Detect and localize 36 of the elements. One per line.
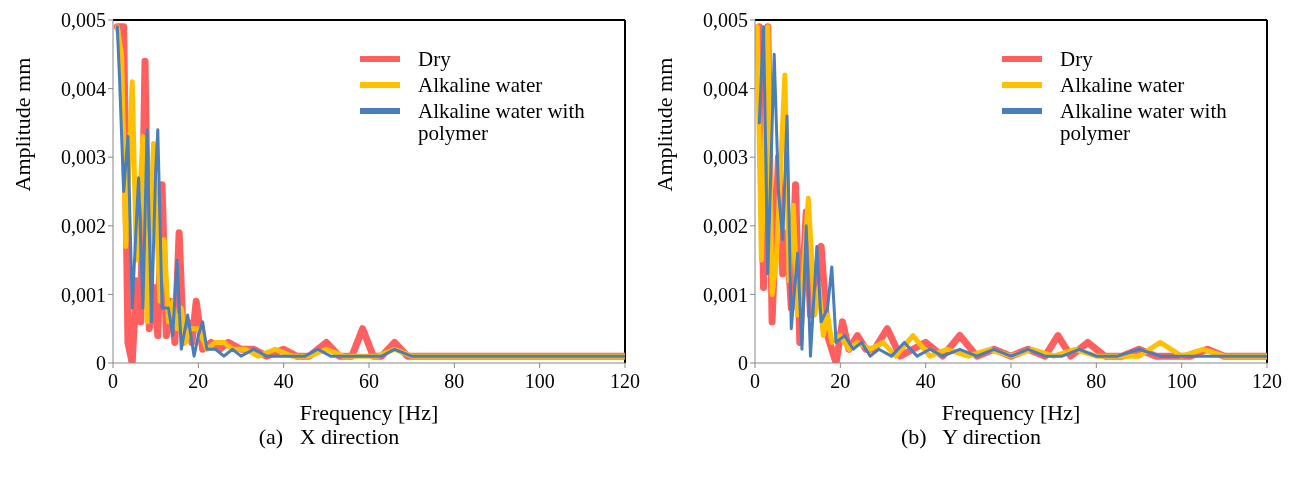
y-tick-label: 0,002 (61, 214, 106, 237)
y-tick-label: 0,005 (61, 9, 106, 32)
y-tick-label: 0,004 (703, 77, 748, 100)
y-tick-label: 0,001 (703, 283, 748, 306)
legend-label: Dry (418, 47, 452, 71)
text: (b) Y direction (899, 424, 1043, 450)
legend-label: Dry (1060, 47, 1094, 71)
x-tick-label: 80 (444, 370, 465, 393)
x-axis-title: Frequency [Hz] (299, 400, 439, 425)
x-tick-label: 120 (610, 370, 640, 393)
legend-label: Alkaline water (418, 73, 544, 97)
y-axis-title: Amplitude mm (9, 57, 35, 192)
y-tick-label: 0,003 (61, 146, 106, 169)
y-tick-label: 0,004 (61, 77, 106, 100)
y-tick-label: 0 (738, 352, 748, 375)
x-tick-label: 100 (1166, 370, 1197, 393)
x-tick-label: 60 (1001, 370, 1021, 393)
y-tick-label: 0,002 (703, 214, 748, 237)
y-tick-label: 0,001 (61, 283, 106, 306)
x-tick-label: 40 (915, 370, 936, 393)
x-tick-label: 60 (359, 370, 379, 393)
legend-label: Alkaline water with polymer (418, 99, 586, 145)
x-axis-title: Frequency [Hz] (941, 400, 1081, 425)
x-tick-label: 40 (273, 370, 294, 393)
y-tick-label: 0,003 (703, 146, 748, 169)
y-tick-label: 0 (96, 352, 106, 375)
text: (a) X direction (257, 424, 401, 450)
x-tick-label: 80 (1086, 370, 1107, 393)
x-tick-label: 120 (1252, 370, 1282, 393)
legend-label: Alkaline water with polymer (1060, 99, 1228, 145)
x-tick-label: 20 (830, 370, 851, 393)
y-tick-label: 0,005 (703, 9, 748, 32)
x-tick-label: 100 (524, 370, 555, 393)
legend-label: Alkaline water (1060, 73, 1186, 97)
x-tick-label: 20 (188, 370, 209, 393)
y-axis-title: Amplitude mm (651, 57, 677, 192)
